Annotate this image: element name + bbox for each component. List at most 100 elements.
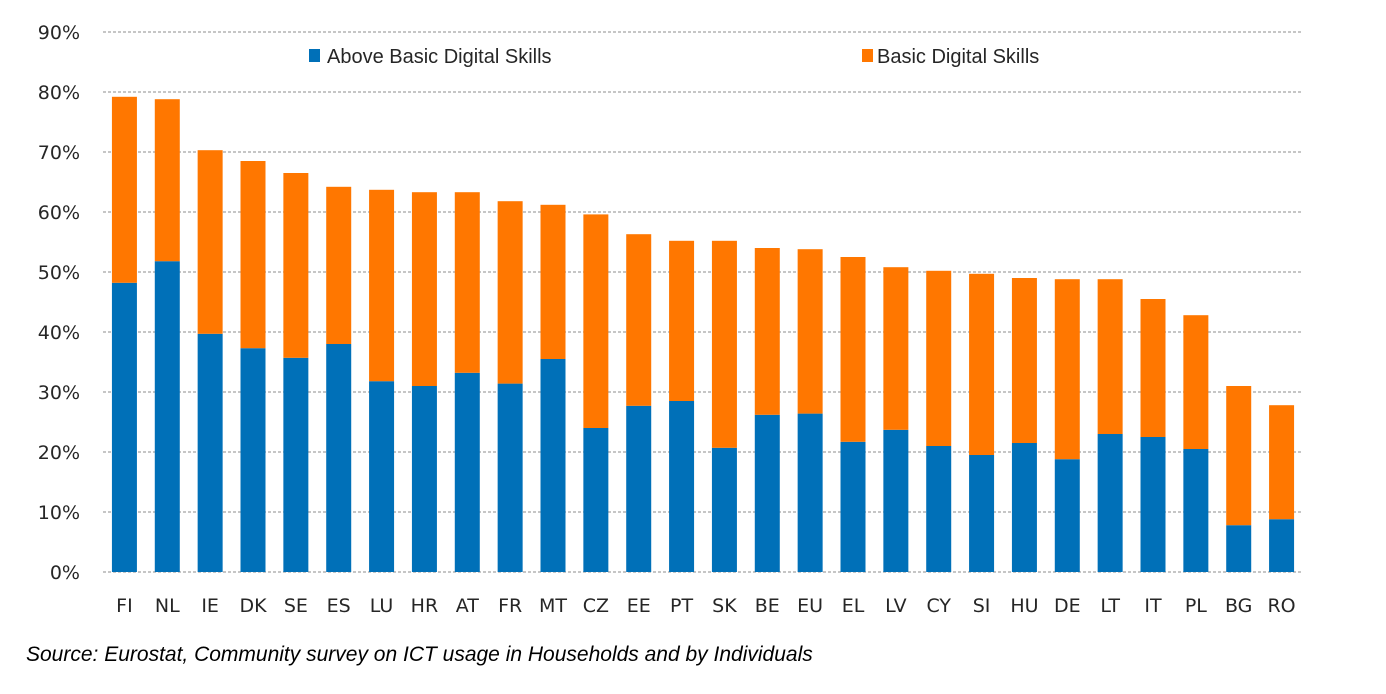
x-tick-label: EL [842, 595, 865, 617]
bar-above-basic-fr [497, 383, 523, 572]
y-tick-label: 90% [38, 22, 80, 44]
x-tick-label: FR [498, 595, 522, 617]
x-tick-label: AT [456, 595, 480, 617]
y-tick-label: 70% [38, 142, 80, 164]
x-tick-label: SK [712, 595, 737, 617]
bar-basic-fi [111, 96, 137, 283]
x-tick-label: SI [973, 595, 991, 617]
x-tick-label: CZ [583, 595, 609, 617]
x-tick-label: ES [327, 595, 351, 617]
source-note: Source: Eurostat, Community survey on IC… [26, 643, 813, 666]
bars [111, 96, 1295, 572]
bar-above-basic-hu [1011, 443, 1037, 572]
x-axis: FI NL IE DK SE ES LU HR AT FR MT CZ EE PT SK BE EU EL LV CY… [116, 595, 1296, 617]
x-tick-label: RO [1267, 595, 1295, 617]
bar-basic-eu [797, 249, 823, 414]
bar-above-basic-si [969, 455, 995, 572]
bar-basic-bg [1226, 386, 1252, 526]
bar-basic-cz [583, 214, 609, 428]
bar-above-basic-ie [197, 333, 223, 572]
bar-basic-ee [626, 234, 652, 406]
bar-above-basic-at [454, 372, 480, 572]
x-tick-label: NL [155, 595, 180, 617]
bar-above-basic-lu [369, 381, 395, 572]
x-tick-label: EE [627, 595, 651, 617]
bar-basic-dk [240, 161, 266, 349]
bar-basic-it [1140, 299, 1166, 437]
bar-basic-si [969, 273, 995, 455]
y-axis: 0% 10% 20% 30% 40% 50% 60% 70% 80% 90% [38, 22, 80, 584]
x-tick-label: LV [885, 595, 907, 617]
bar-above-basic-be [754, 414, 780, 572]
legend-swatch-basic [862, 49, 873, 62]
bar-above-basic-pl [1183, 449, 1209, 572]
bar-basic-cy [926, 270, 952, 446]
legend-label-basic: Basic Digital Skills [877, 46, 1039, 68]
bar-above-basic-bg [1226, 525, 1252, 572]
bar-basic-hu [1011, 278, 1037, 443]
bar-basic-pt [669, 240, 695, 401]
bar-basic-se [283, 173, 309, 358]
x-tick-label: PL [1185, 595, 1207, 617]
bar-above-basic-ro [1269, 519, 1295, 572]
x-tick-label: CY [926, 595, 951, 617]
bar-basic-sk [711, 240, 737, 448]
y-tick-label: 20% [38, 442, 80, 464]
y-tick-label: 50% [38, 262, 80, 284]
bar-basic-be [754, 248, 780, 415]
gridlines [103, 31, 1303, 573]
y-tick-label: 40% [38, 322, 80, 344]
x-tick-label: HR [411, 595, 439, 617]
x-tick-label: DE [1054, 595, 1081, 617]
x-tick-label: LU [370, 595, 394, 617]
bar-basic-lu [369, 189, 395, 382]
bar-above-basic-eu [797, 413, 823, 572]
y-tick-label: 30% [38, 382, 80, 404]
bar-basic-fr [497, 201, 523, 384]
bar-basic-de [1054, 279, 1080, 460]
bar-above-basic-cz [583, 428, 609, 572]
bar-basic-at [454, 192, 480, 373]
bar-above-basic-hr [411, 386, 437, 572]
bar-basic-mt [540, 204, 566, 359]
y-tick-label: 10% [38, 502, 80, 524]
bar-above-basic-cy [926, 446, 952, 572]
legend-label-above-basic: Above Basic Digital Skills [327, 46, 552, 68]
bar-basic-lv [883, 267, 909, 430]
x-tick-label: FI [116, 595, 133, 617]
bar-basic-lt [1097, 279, 1123, 434]
bar-above-basic-nl [154, 261, 180, 572]
bar-above-basic-dk [240, 348, 266, 572]
bar-above-basic-ee [626, 405, 652, 572]
x-tick-label: LT [1100, 595, 1120, 617]
x-tick-label: BG [1225, 595, 1252, 617]
x-tick-label: SE [284, 595, 308, 617]
bar-basic-pl [1183, 315, 1209, 449]
bar-basic-ie [197, 150, 223, 334]
x-tick-label: MT [539, 595, 567, 617]
legend-swatch-above-basic [309, 49, 320, 62]
bar-above-basic-pt [669, 401, 695, 572]
x-tick-label: IE [201, 595, 219, 617]
bar-above-basic-de [1054, 459, 1080, 572]
x-tick-label: BE [755, 595, 780, 617]
bar-above-basic-se [283, 357, 309, 572]
stacked-bar-chart: 0% 10% 20% 30% 40% 50% 60% 70% 80% 90% FI NL IE DK SE… [38, 22, 1303, 617]
bar-above-basic-es [326, 344, 352, 572]
bar-above-basic-lv [883, 429, 909, 572]
y-tick-label: 80% [38, 82, 80, 104]
x-tick-label: DK [239, 595, 267, 617]
bar-above-basic-lt [1097, 434, 1123, 572]
x-tick-label: PT [670, 595, 693, 617]
x-tick-label: EU [797, 595, 823, 617]
bar-above-basic-fi [111, 282, 137, 572]
legend: Above Basic Digital Skills Basic Digital… [309, 46, 1039, 68]
bar-basic-es [326, 186, 352, 344]
y-tick-label: 0% [50, 562, 80, 584]
y-tick-label: 60% [38, 202, 80, 224]
bar-above-basic-el [840, 441, 866, 572]
bar-basic-el [840, 257, 866, 442]
bar-basic-nl [154, 99, 180, 262]
x-tick-label: IT [1144, 595, 1162, 617]
bar-basic-hr [411, 192, 437, 386]
